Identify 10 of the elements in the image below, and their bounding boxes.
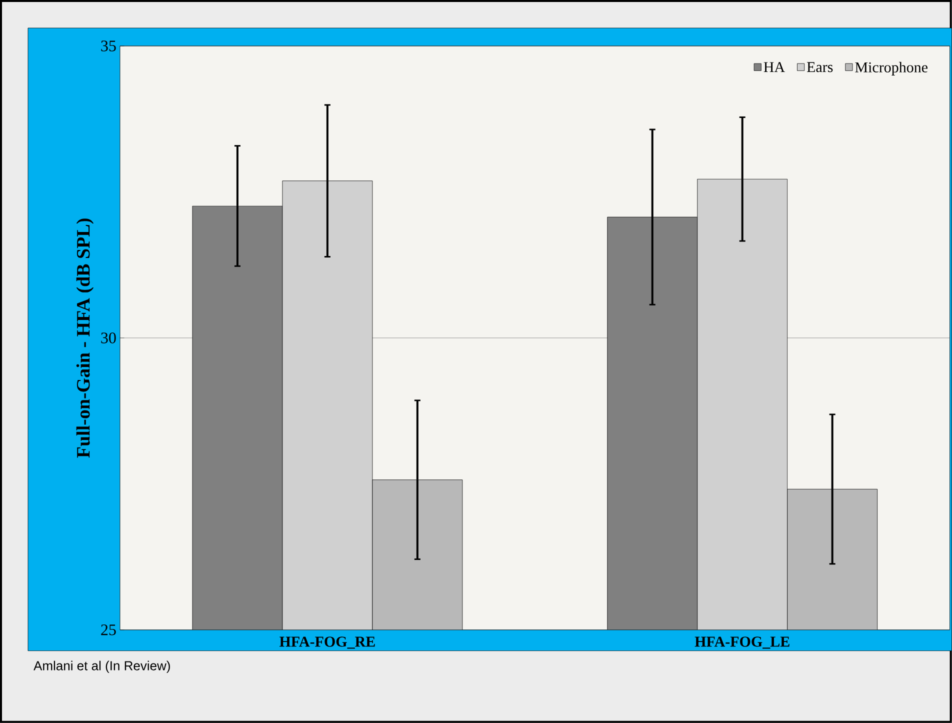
y-axis-title: Full-on-Gain - HFA (dB SPL) [76, 218, 94, 458]
text: Amlani et al (In Review) [34, 660, 170, 673]
legend-label: HA [764, 62, 785, 72]
y-tick-label: 25 [101, 624, 116, 636]
y-tick-label: 30 [101, 332, 116, 344]
legend-label: Microphone [855, 62, 928, 76]
x-tick-label: HFA-FOG_LE [694, 636, 790, 649]
legend-label: Ears [806, 62, 833, 72]
y-tick-label: 35 [101, 40, 116, 52]
x-tick-label: HFA-FOG_RE [280, 636, 375, 649]
